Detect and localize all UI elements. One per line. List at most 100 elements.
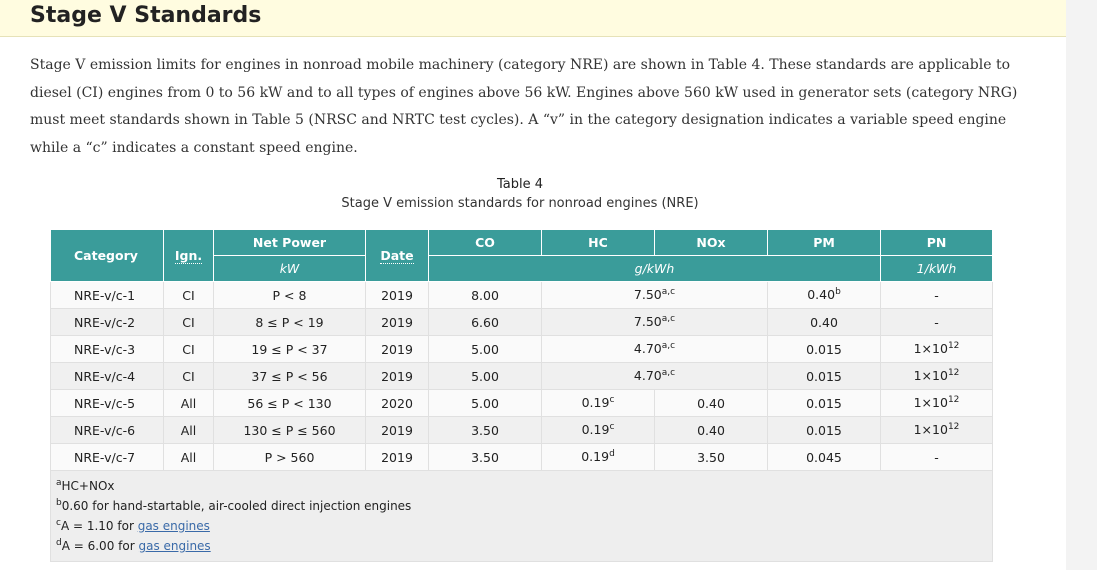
cell-nox-value: 0.40 xyxy=(697,395,725,411)
footnote-text: A = 6.00 for xyxy=(61,539,139,553)
cell-hc-footnote: c xyxy=(609,422,615,433)
header-hc: HC xyxy=(541,229,655,256)
cell-nox-value: 3.50 xyxy=(697,449,725,465)
emission-standards-table: Category Ign. Net Power Date CO HC NOx P… xyxy=(50,229,993,562)
cell-pm: 0.015 xyxy=(767,335,881,363)
cell-date: 2019 xyxy=(365,281,429,309)
cell-pm: 0.015 xyxy=(767,416,881,444)
cell-co: 3.50 xyxy=(428,416,542,444)
cell-ign: CI xyxy=(163,308,214,336)
cell-ign-value: All xyxy=(180,449,197,465)
cell-ign: CI xyxy=(163,335,214,363)
cell-pm-value: 0.015 xyxy=(806,422,842,438)
cell-net-power: 8 ≤ P < 19 xyxy=(213,308,366,336)
cell-pm: 0.045 xyxy=(767,443,881,471)
header-nox: NOx xyxy=(654,229,768,256)
scrollbar-track[interactable] xyxy=(1066,0,1097,570)
cell-pn-value: 1×10 xyxy=(913,341,948,357)
cell-net-power-value: 56 ≤ P < 130 xyxy=(247,395,332,411)
table-row: NRE-v/c-4 CI 37 ≤ P < 56 2019 5.00 4.70a,c 0.0… xyxy=(50,362,993,390)
cell-co-value: 3.50 xyxy=(471,422,499,438)
cell-net-power-value: 19 ≤ P < 37 xyxy=(251,341,328,357)
cell-category-value: NRE-v/c-3 xyxy=(74,341,136,357)
cell-net-power-value: P < 8 xyxy=(272,287,307,303)
table-row: NRE-v/c-3 CI 19 ≤ P < 37 2019 5.00 4.70a,c 0.0… xyxy=(50,335,993,363)
cell-nox: 3.50 xyxy=(654,443,768,471)
cell-pm-value: 0.40 xyxy=(807,287,836,303)
cell-pn-value: - xyxy=(934,314,939,330)
cell-ign-value: CI xyxy=(182,368,195,384)
cell-ign-value: CI xyxy=(182,287,195,303)
cell-net-power: P < 8 xyxy=(213,281,366,309)
cell-hc-nox-footnote: a,c xyxy=(661,314,676,325)
cell-hc-footnote: c xyxy=(609,395,615,406)
cell-ign: CI xyxy=(163,362,214,390)
cell-net-power-value: 37 ≤ P < 56 xyxy=(251,368,328,384)
cell-date: 2020 xyxy=(365,389,429,417)
cell-category-value: NRE-v/c-1 xyxy=(74,287,136,303)
cell-hc-nox: 4.70a,c xyxy=(541,335,768,363)
cell-pn-footnote: 12 xyxy=(947,422,960,433)
cell-date-value: 2019 xyxy=(381,449,413,465)
cell-co-value: 8.00 xyxy=(471,287,499,303)
header-ign-abbr[interactable]: Ign. xyxy=(174,248,203,264)
cell-date-value: 2019 xyxy=(381,422,413,438)
footnote-b: b0.60 for hand-startable, air-cooled dir… xyxy=(56,495,992,515)
unit-power: kW xyxy=(213,255,366,282)
cell-category: NRE-v/c-6 xyxy=(50,416,164,444)
cell-category-value: NRE-v/c-5 xyxy=(74,395,136,411)
cell-co: 5.00 xyxy=(428,389,542,417)
table-caption-subtitle: Stage V emission standards for nonroad e… xyxy=(341,196,699,211)
header-date-label[interactable]: Date xyxy=(380,248,414,264)
cell-co: 8.00 xyxy=(428,281,542,309)
footnote-mark: b xyxy=(56,498,62,508)
cell-pn-footnote: 12 xyxy=(947,395,960,406)
cell-pn: 1×1012 xyxy=(880,416,993,444)
header-pn: PN xyxy=(880,229,993,256)
footnote-a: aHC+NOx xyxy=(56,475,992,495)
cell-net-power: 56 ≤ P < 130 xyxy=(213,389,366,417)
cell-net-power: P > 560 xyxy=(213,443,366,471)
cell-nox-value: 0.40 xyxy=(697,422,725,438)
table-row: NRE-v/c-1 CI P < 8 2019 8.00 7.50a,c 0.40b - xyxy=(50,281,993,309)
header-date[interactable]: Date xyxy=(365,229,429,282)
table-row: NRE-v/c-7 All P > 560 2019 3.50 0.19d 3.50 0.04… xyxy=(50,443,993,471)
cell-category: NRE-v/c-1 xyxy=(50,281,164,309)
cell-hc-nox-footnote: a,c xyxy=(661,368,676,379)
footnote-c: cA = 1.10 for gas engines xyxy=(56,515,992,535)
cell-ign-value: All xyxy=(180,422,197,438)
cell-net-power: 130 ≤ P ≤ 560 xyxy=(213,416,366,444)
footnote-mark: a xyxy=(56,478,62,488)
gas-engines-link[interactable]: gas engines xyxy=(138,539,211,553)
header-ign[interactable]: Ign. xyxy=(163,229,214,282)
footnote-mark: c xyxy=(56,518,61,528)
cell-date: 2019 xyxy=(365,443,429,471)
unit-pn: 1/kWh xyxy=(880,255,993,282)
cell-ign-value: CI xyxy=(182,314,195,330)
cell-pm: 0.40b xyxy=(767,281,881,309)
cell-nox: 0.40 xyxy=(654,389,768,417)
cell-category: NRE-v/c-4 xyxy=(50,362,164,390)
cell-hc-nox-footnote: a,c xyxy=(661,341,676,352)
cell-category: NRE-v/c-5 xyxy=(50,389,164,417)
table-caption-title: Table 4 xyxy=(496,177,544,192)
table-footnotes: aHC+NOx b0.60 for hand-startable, air-coo… xyxy=(50,470,993,562)
cell-hc-value: 0.19 xyxy=(581,395,610,411)
table-row: NRE-v/c-6 All 130 ≤ P ≤ 560 2019 3.50 0.19c 0.… xyxy=(50,416,993,444)
cell-net-power-value: P > 560 xyxy=(264,449,315,465)
page-title: Stage V Standards xyxy=(30,3,262,28)
cell-category: NRE-v/c-3 xyxy=(50,335,164,363)
cell-net-power: 37 ≤ P < 56 xyxy=(213,362,366,390)
cell-date-value: 2019 xyxy=(381,287,413,303)
cell-hc: 0.19d xyxy=(541,443,655,471)
gas-engines-link[interactable]: gas engines xyxy=(137,519,210,533)
cell-date-value: 2019 xyxy=(381,314,413,330)
title-bar: Stage V Standards xyxy=(0,0,1066,37)
cell-pn: - xyxy=(880,443,993,471)
cell-net-power: 19 ≤ P < 37 xyxy=(213,335,366,363)
cell-hc-nox: 7.50a,c xyxy=(541,308,768,336)
cell-pm: 0.40 xyxy=(767,308,881,336)
header-net-power: Net Power xyxy=(213,229,366,256)
cell-hc-value: 0.19 xyxy=(581,422,610,438)
cell-co-value: 6.60 xyxy=(471,314,499,330)
